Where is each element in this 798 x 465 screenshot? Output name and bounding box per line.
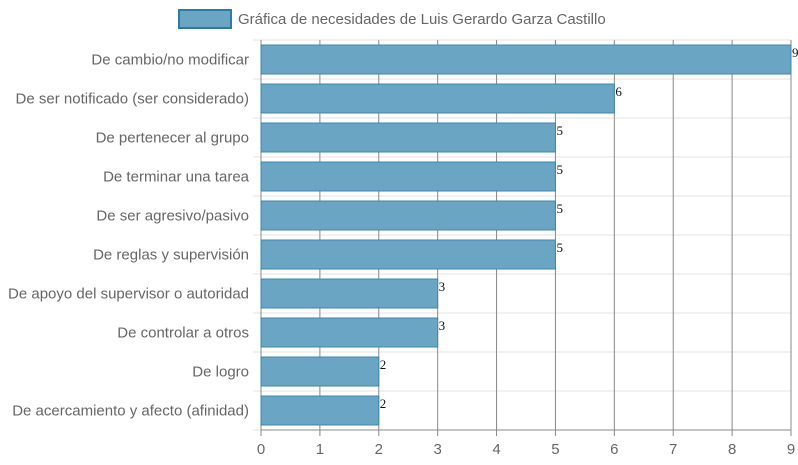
category-label: De acercamiento y afecto (afinidad) xyxy=(12,403,249,420)
bar[interactable] xyxy=(260,317,439,348)
x-tick-label: 9 xyxy=(787,441,795,458)
category-label: De controlar a otros xyxy=(117,325,249,342)
value-label: 5 xyxy=(556,123,563,138)
value-label: 6 xyxy=(615,84,622,99)
x-tick-label: 5 xyxy=(551,441,559,458)
x-tick-label: 8 xyxy=(728,441,736,458)
bar[interactable] xyxy=(260,239,556,270)
x-tick-label: 1 xyxy=(316,441,324,458)
value-labels: 9 6 5 5 5 5 3 3 2 2 xyxy=(380,45,798,411)
category-label: De reglas y supervisión xyxy=(93,247,249,264)
x-tick-label: 7 xyxy=(669,441,677,458)
value-label: 3 xyxy=(439,279,446,294)
bar[interactable] xyxy=(260,356,380,387)
legend-label[interactable]: Gráfica de necesidades de Luis Gerardo G… xyxy=(238,11,606,28)
x-tick-label: 4 xyxy=(492,441,500,458)
bar[interactable] xyxy=(260,83,615,114)
legend-swatch[interactable] xyxy=(178,9,232,29)
category-label: De ser agresivo/pasivo xyxy=(96,208,249,225)
category-label: De logro xyxy=(192,364,249,381)
x-axis-ticks: 0 1 2 3 4 5 6 7 8 9 xyxy=(257,441,795,458)
bar[interactable] xyxy=(260,44,792,75)
bars xyxy=(260,44,792,426)
bar[interactable] xyxy=(260,122,556,153)
value-label: 5 xyxy=(556,162,563,177)
x-tick-label: 0 xyxy=(257,441,265,458)
bar[interactable] xyxy=(260,395,380,426)
value-label: 2 xyxy=(380,396,387,411)
category-label: De terminar una tarea xyxy=(103,169,250,186)
value-label: 5 xyxy=(556,240,563,255)
category-label: De cambio/no modificar xyxy=(91,52,249,69)
bar[interactable] xyxy=(260,200,556,231)
value-label: 5 xyxy=(556,201,563,216)
value-label: 9 xyxy=(792,45,798,60)
category-label: De ser notificado (ser considerado) xyxy=(16,91,249,108)
bar[interactable] xyxy=(260,278,439,309)
bar[interactable] xyxy=(260,161,556,192)
value-label: 3 xyxy=(439,318,446,333)
value-label: 2 xyxy=(380,357,387,372)
x-tick-label: 6 xyxy=(610,441,618,458)
category-labels: De cambio/no modificar De ser notificado … xyxy=(8,52,250,420)
x-tick-label: 2 xyxy=(375,441,383,458)
x-tick-label: 3 xyxy=(433,441,441,458)
category-label: De apoyo del supervisor o autoridad xyxy=(8,286,249,303)
legend[interactable]: Gráfica de necesidades de Luis Gerardo G… xyxy=(178,9,606,29)
category-label: De pertenecer al grupo xyxy=(96,130,249,147)
